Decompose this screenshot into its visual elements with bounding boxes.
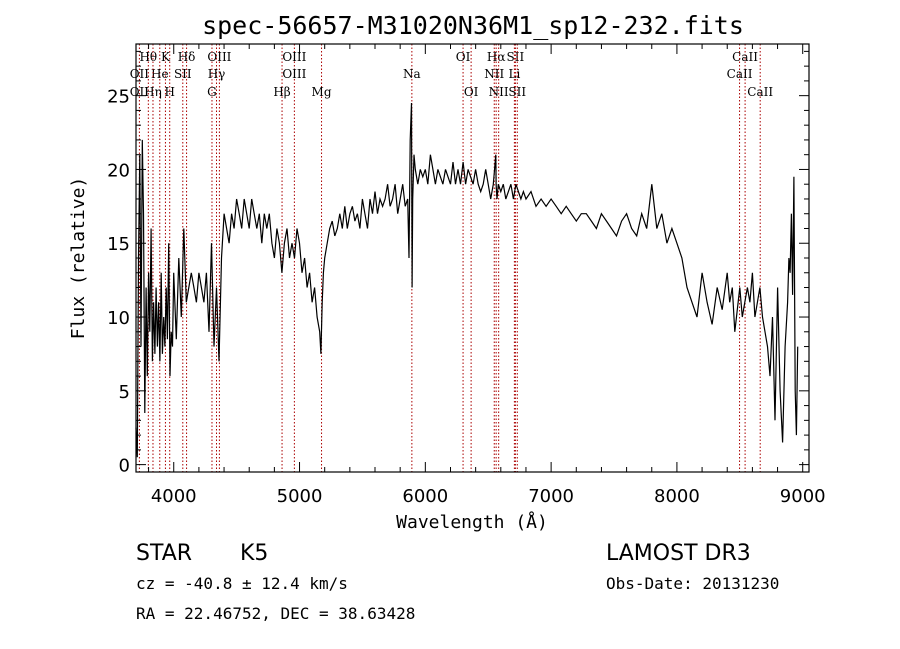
x-tick-label: 9000	[780, 486, 826, 507]
line-marker-label: Hγ	[208, 67, 226, 81]
y-axis-label: Flux (relative)	[68, 177, 89, 340]
line-marker-label: SII	[174, 67, 192, 81]
line-marker-label: SII	[507, 50, 525, 64]
y-tick-label: 15	[107, 234, 130, 255]
redshift-text: cz = -40.8 ± 12.4 km/s	[136, 574, 348, 593]
line-marker-label: Hβ	[273, 85, 290, 99]
line-marker-label: CaII	[747, 85, 773, 99]
line-marker-label: OIII	[282, 50, 306, 64]
y-tick-label: 0	[119, 456, 130, 477]
obs-date-text: Obs-Date: 20131230	[606, 574, 779, 593]
x-tick-label: 4000	[151, 486, 197, 507]
line-marker-label: OIII	[207, 50, 231, 64]
line-marker-label: H	[164, 85, 174, 99]
x-axis-ticks: 4000 5000 6000 7000 8000 9000	[148, 44, 826, 507]
line-marker-label: G	[207, 85, 217, 99]
line-marker-label: Na	[403, 67, 421, 81]
line-marker-label: Hδ	[178, 50, 196, 64]
class-label: STAR	[136, 541, 192, 566]
x-tick-label: 6000	[402, 486, 448, 507]
line-marker-label: Hθ	[139, 50, 157, 64]
line-marker-label: NII	[484, 67, 504, 81]
line-marker-label: OIII	[282, 67, 306, 81]
chart-title: spec-56657-M31020N36M1_sp12-232.fits	[202, 11, 744, 40]
line-marker-label: OI	[456, 50, 471, 64]
line-marker-label: Mg	[312, 85, 332, 99]
line-marker-label: NII	[489, 85, 509, 99]
spectrum-line	[135, 102, 799, 458]
line-marker-label: CaII	[727, 67, 753, 81]
x-tick-label: 5000	[277, 486, 323, 507]
y-axis-ticks: 0 5 10 15 20 25	[107, 50, 809, 477]
line-marker-label: He	[151, 67, 169, 81]
line-marker-label: OI	[464, 85, 479, 99]
line-marker-label: Li	[508, 67, 520, 81]
y-tick-label: 10	[107, 308, 130, 329]
y-tick-label: 5	[119, 382, 130, 403]
line-marker-label: K	[161, 50, 171, 64]
line-marker-label: SII	[508, 85, 526, 99]
y-tick-label: 25	[107, 87, 130, 108]
line-marker-label: Hα	[487, 50, 506, 64]
line-marker-label: Hη	[144, 85, 162, 99]
x-tick-label: 8000	[654, 486, 700, 507]
x-tick-label: 7000	[528, 486, 574, 507]
plot-frame	[135, 43, 810, 473]
line-marker-label: OII	[130, 67, 150, 81]
coordinates-text: RA = 22.46752, DEC = 38.63428	[136, 604, 415, 623]
x-axis-label: Wavelength (Å)	[396, 511, 548, 533]
line-marker-label: CaII	[732, 50, 758, 64]
survey-label: LAMOST DR3	[606, 541, 751, 566]
y-tick-label: 20	[107, 160, 130, 181]
subclass-label: K5	[240, 541, 268, 566]
